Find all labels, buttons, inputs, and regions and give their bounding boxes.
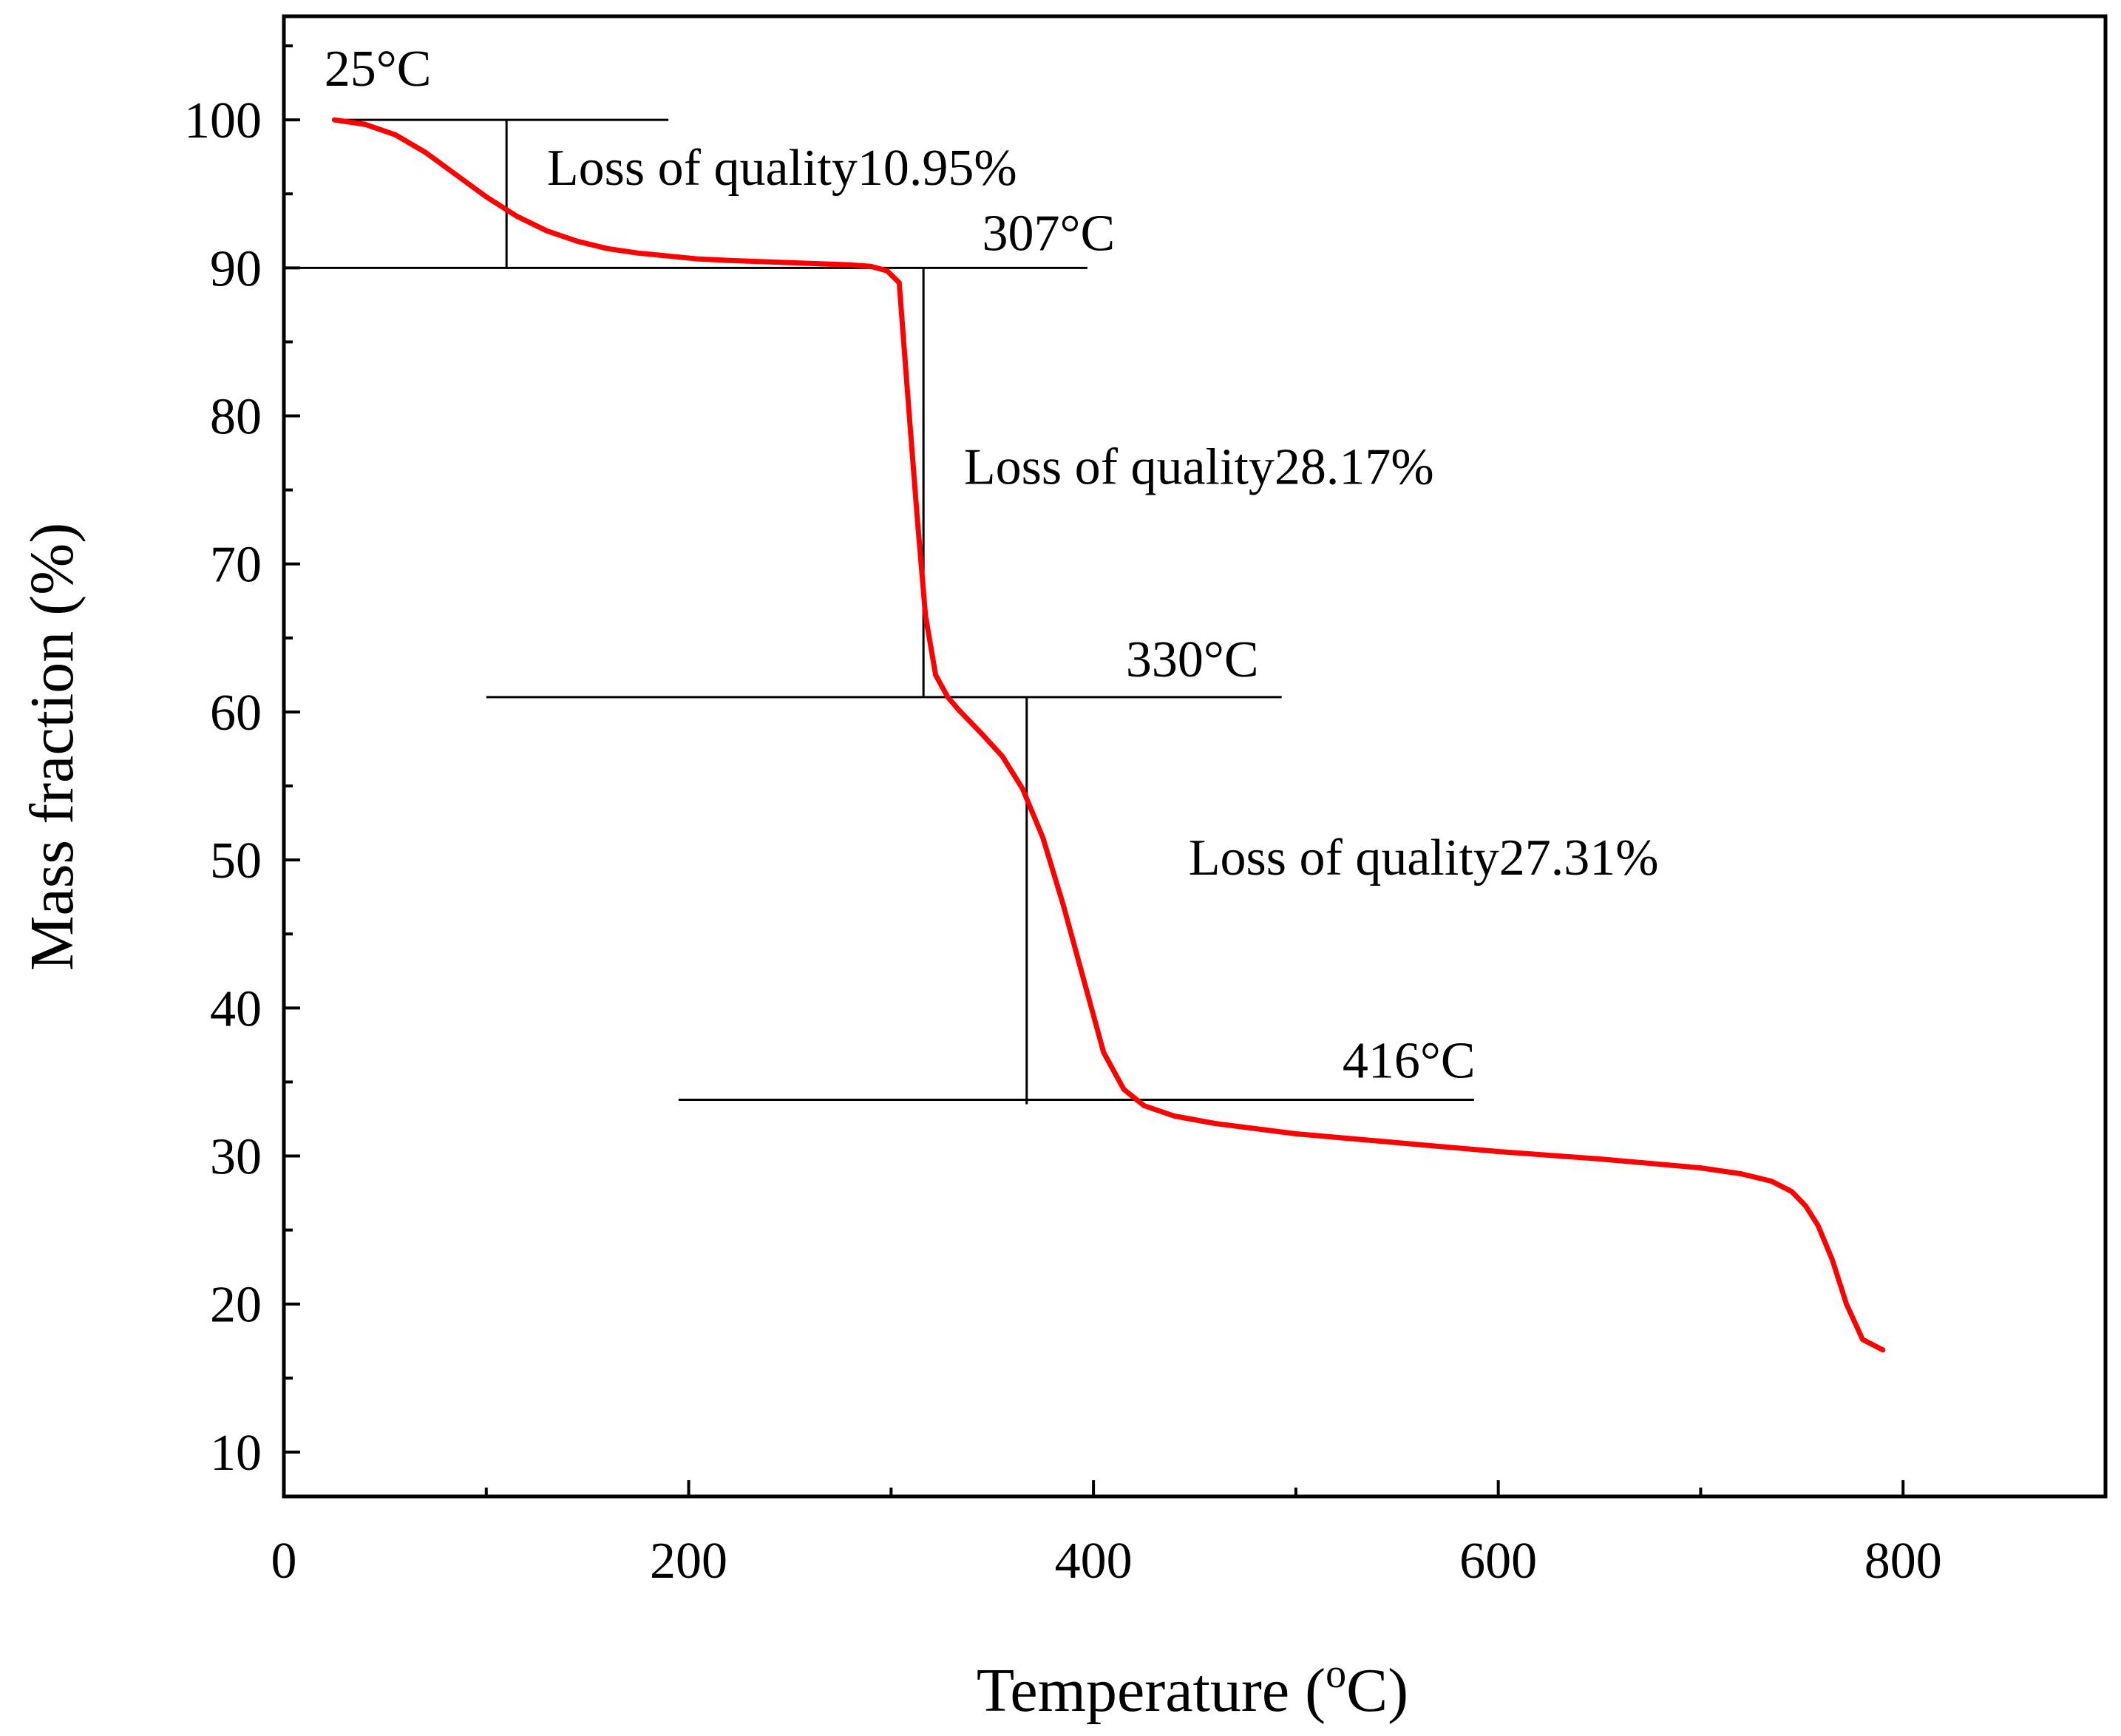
y-tick-label: 40 <box>210 980 262 1037</box>
axis-ticks <box>282 44 1905 1496</box>
annotation-label: Loss of quality27.31% <box>1189 830 1659 886</box>
tick-labels: 10 20 30 40 50 60 70 80 90 100 0 200 400 600 800 <box>184 92 1942 1590</box>
x-axis-title-degree: o <box>1326 1651 1346 1697</box>
x-axis-title: Temperature (oC) <box>977 1651 1408 1725</box>
plot-frame <box>282 14 2108 1499</box>
annotation-label: Loss of quality28.17% <box>964 439 1434 496</box>
x-axis-title-unit: C) <box>1346 1656 1408 1725</box>
annotations: 25°C Loss of quality10.95% 307°C Loss of qu… <box>325 41 1659 1089</box>
reference-lines <box>284 118 1474 1105</box>
x-axis-title-text: Temperature ( <box>977 1656 1326 1725</box>
y-tick-label: 50 <box>210 833 262 889</box>
y-tick-label: 10 <box>210 1425 262 1482</box>
y-tick-label: 90 <box>210 240 262 297</box>
x-tick-label: 800 <box>1864 1533 1942 1590</box>
annotation-label: 330°C <box>1126 631 1259 688</box>
y-tick-label: 80 <box>210 389 262 446</box>
x-tick-label: 200 <box>650 1533 727 1590</box>
y-tick-label: 70 <box>210 537 262 594</box>
y-tick-label: 60 <box>210 685 262 742</box>
series-line-tg-curve <box>331 117 1886 1353</box>
annotation-label: 25°C <box>325 41 432 98</box>
annotation-label: 416°C <box>1343 1032 1476 1089</box>
x-tick-label: 400 <box>1055 1533 1133 1590</box>
x-tick-label: 600 <box>1459 1533 1537 1590</box>
y-axis-title: Mass fraction (%) <box>18 523 86 971</box>
x-tick-label: 0 <box>271 1533 297 1590</box>
y-tick-label: 30 <box>210 1129 262 1186</box>
annotation-label: 307°C <box>983 205 1116 262</box>
annotation-label: Loss of quality10.95% <box>547 140 1017 197</box>
series-layer <box>331 117 1886 1353</box>
y-tick-label: 20 <box>210 1277 262 1334</box>
y-tick-label: 100 <box>184 92 262 149</box>
